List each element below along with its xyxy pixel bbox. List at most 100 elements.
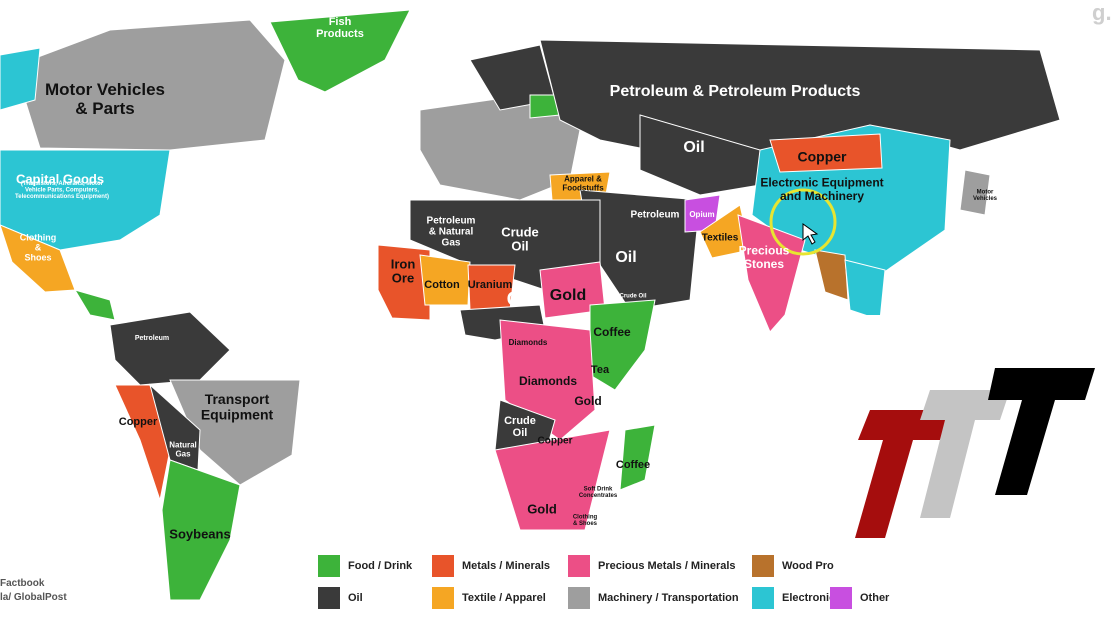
- logo-t-red: [855, 410, 950, 538]
- legend-label: Food / Drink: [348, 560, 413, 572]
- south-africa: [494, 429, 611, 531]
- logo-t-gray: [920, 390, 1010, 518]
- map-label: Natural: [169, 441, 197, 450]
- map-label: Telecommunications Equipment): [15, 194, 109, 200]
- legend-swatch: [568, 555, 590, 577]
- legend-label: Other: [860, 592, 890, 604]
- greenland: [269, 9, 411, 93]
- map-label: Crude: [504, 415, 536, 427]
- mongolia: [769, 133, 883, 173]
- legend-label: Metals / Minerals: [462, 560, 550, 572]
- map-label: Gas: [442, 238, 461, 249]
- map-label: Coffee: [616, 459, 650, 471]
- map-label: Vehicles: [973, 196, 998, 202]
- legend-label: Oil: [348, 592, 363, 604]
- map-label: & Natural: [429, 227, 474, 238]
- map-label: Copper: [538, 436, 573, 447]
- map-label: (Transistors, Aircrafts, Motor: [21, 181, 104, 187]
- japan: [959, 169, 991, 216]
- argentina: [161, 459, 241, 601]
- legend-label: Textile / Apparel: [462, 592, 546, 604]
- map-label: &: [35, 242, 42, 252]
- map-label: Diamonds: [509, 338, 548, 347]
- map-label: Uranium: [468, 279, 513, 291]
- legend-swatch: [432, 587, 454, 609]
- logo: [855, 368, 1095, 538]
- myanmar: [814, 249, 849, 301]
- map-label: Capital Goods: [16, 171, 104, 186]
- map-label: Textiles: [702, 233, 739, 244]
- map-label: & Parts: [75, 99, 135, 118]
- map-label: Equipment: [201, 406, 274, 422]
- logo-t-black: [988, 368, 1095, 495]
- map-label: Oil: [507, 288, 534, 310]
- map-label: Oil: [683, 139, 704, 156]
- land: [0, 9, 1061, 601]
- map-label: Apparel &: [564, 175, 602, 184]
- map-label: Precious: [739, 244, 790, 258]
- map-label: & Shoes: [573, 521, 598, 527]
- map-label: Electronic Equipment: [760, 176, 883, 190]
- source-line: la/ GlobalPost: [0, 592, 67, 603]
- map-label: Crude: [501, 224, 539, 239]
- map-label: Shoes: [24, 252, 51, 262]
- usa: [0, 149, 171, 251]
- central-america: [73, 289, 116, 321]
- madagascar: [619, 424, 656, 491]
- watermark: g.: [1092, 0, 1112, 25]
- canada: [24, 19, 286, 151]
- map-label: Petroleum: [631, 210, 680, 221]
- alaska: [0, 47, 41, 111]
- map-label: Soft Drink: [584, 486, 613, 492]
- map-label: Clothing: [573, 514, 598, 520]
- map-label: Oil: [615, 249, 636, 266]
- map-label: Iron: [391, 256, 416, 271]
- peru-chile: [114, 384, 171, 502]
- map-label: Gold: [574, 394, 601, 408]
- map-label: Motor Vehicles: [45, 80, 165, 99]
- mexico: [0, 224, 76, 293]
- map-label: Oil: [513, 427, 528, 439]
- india: [737, 214, 806, 333]
- mali: [419, 254, 471, 306]
- map-label: Fish &: [323, 4, 357, 16]
- legend-swatch: [752, 555, 774, 577]
- map-label: Petroleum & Petroleum Products: [610, 83, 861, 100]
- map-label: Stones: [744, 257, 784, 271]
- legend-label: Wood Pro: [782, 560, 834, 572]
- map-label: Diamonds: [519, 374, 577, 388]
- map-label: Petroleum: [135, 335, 169, 342]
- legend-label: Electronics: [782, 592, 841, 604]
- map-label: Motor: [977, 189, 994, 195]
- map-label: Clothing: [20, 232, 57, 242]
- legend-swatch: [318, 555, 340, 577]
- map-label: and Machinery: [780, 189, 864, 203]
- map-label: Gas: [175, 450, 191, 459]
- map-label: Gold: [527, 501, 557, 516]
- legend-label: Machinery / Transportation: [598, 592, 739, 604]
- legend-swatch: [568, 587, 590, 609]
- map-label: Vehicle Parts, Computers,: [25, 188, 99, 194]
- map-label: Concentrates: [579, 493, 618, 499]
- map-label: Transport: [205, 391, 270, 407]
- legend-swatch: [830, 587, 852, 609]
- map-label: Opium: [689, 210, 714, 219]
- legend-label: Precious Metals / Minerals: [598, 560, 736, 572]
- map-label: Coffee: [593, 325, 631, 339]
- mouse-cursor: [802, 223, 819, 245]
- legend: Food / Drink Metals / Minerals Precious Me…: [318, 555, 890, 609]
- map-label: Crude Oil: [619, 294, 646, 300]
- map-label: Soybeans: [169, 526, 230, 541]
- map-label: Copper: [119, 416, 158, 428]
- cursor-highlight: [769, 188, 837, 256]
- legend-swatch: [318, 587, 340, 609]
- map-label: Gold: [550, 287, 586, 304]
- map-label: Petroleum: [427, 216, 476, 227]
- map-label: Oil: [511, 239, 528, 254]
- map-label: Products: [316, 28, 364, 40]
- map-label: Fish: [329, 16, 352, 28]
- central-asia: [639, 114, 761, 196]
